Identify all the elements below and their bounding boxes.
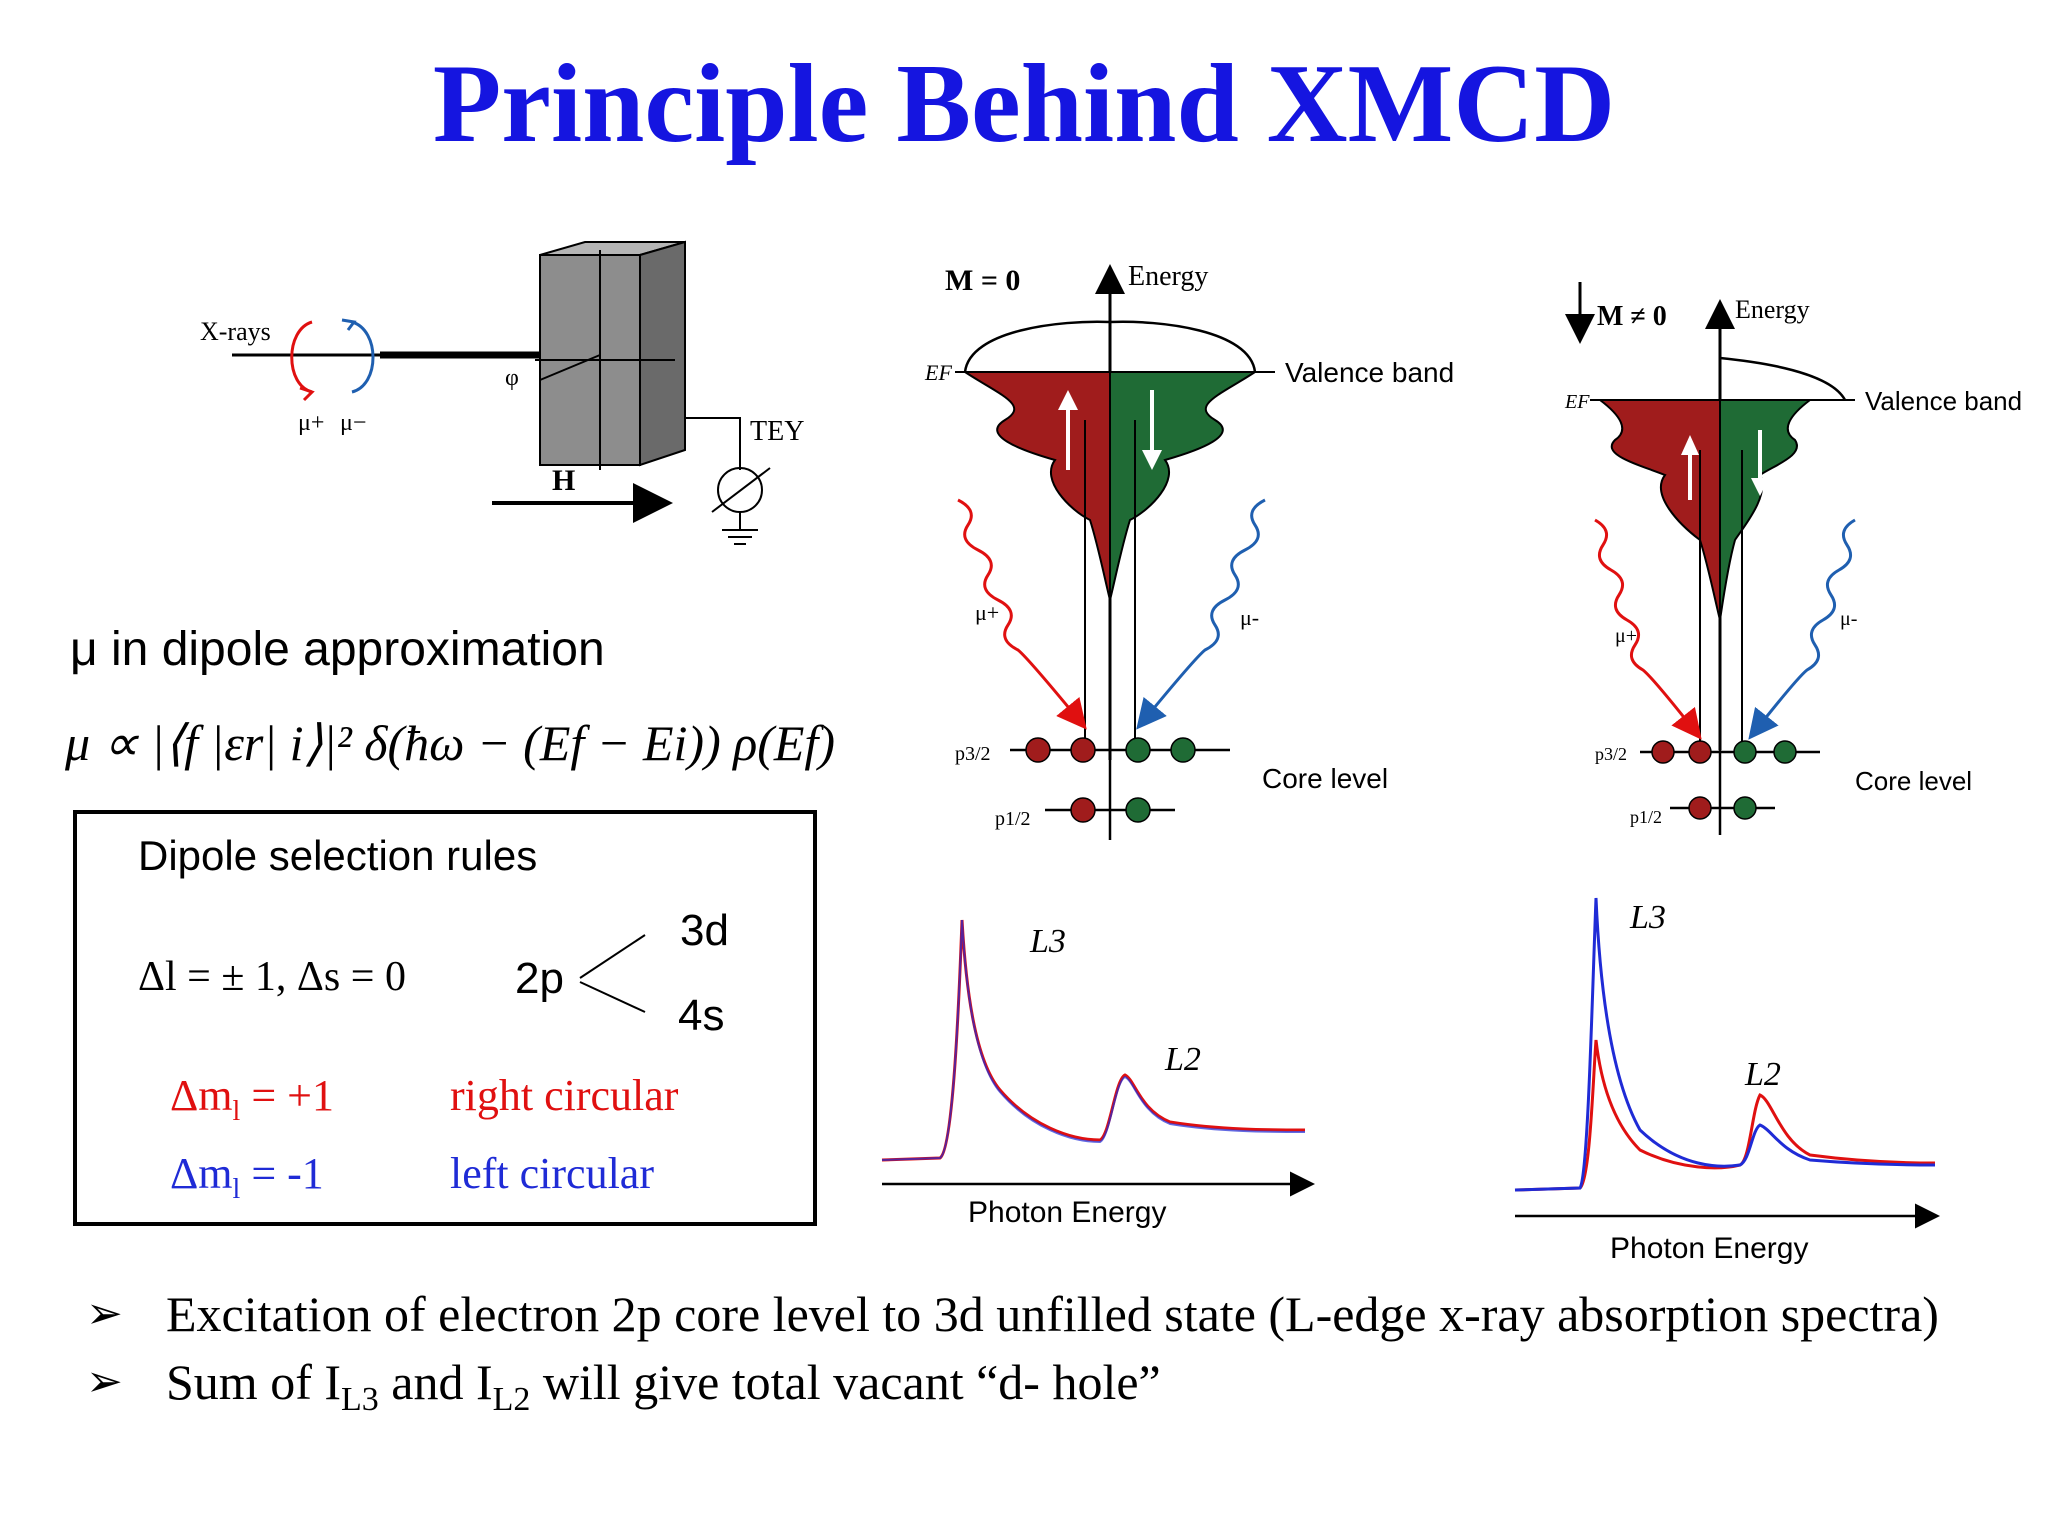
spin-down-arrow-icon xyxy=(1142,450,1162,470)
spectrum-right-lcp xyxy=(1514,897,1936,1192)
spin-up-arrow-icon-right xyxy=(1681,435,1699,455)
p32-label-right: p3/2 xyxy=(1595,744,1627,764)
spectrum-left: L3 L2 Photon Energy xyxy=(881,919,1315,1229)
spectrum-right: L3 L2 Photon Energy xyxy=(1514,897,1940,1265)
spin-down-arrow-icon-right xyxy=(1751,478,1769,496)
photon-mu-plus: μ+ xyxy=(975,600,999,625)
m-zero-label: M = 0 xyxy=(945,264,1020,297)
field-label: H xyxy=(552,464,575,497)
rules-4s: 4s xyxy=(678,991,724,1040)
spin-up-dos-right xyxy=(1597,399,1721,621)
page-title: Principle Behind XMCD xyxy=(432,42,1616,166)
tey-label: TEY xyxy=(750,416,804,447)
p12-label-right: p1/2 xyxy=(1630,807,1662,827)
energy-label: Energy xyxy=(1128,261,1208,292)
valence-label-right: Valence band xyxy=(1865,386,2022,416)
bullet-text-1: Excitation of electron 2p core level to … xyxy=(166,1286,1939,1342)
fermi-label-right: EF xyxy=(1564,391,1590,413)
setup-diagram: X-rays μ+ μ− φ TEY H xyxy=(200,240,804,545)
rcp-photon-icon-right xyxy=(1594,518,1702,740)
spectrum-left-lcp xyxy=(881,919,1306,1161)
phi-label: φ xyxy=(505,365,519,391)
rules-2p: 2p xyxy=(515,954,564,1003)
selection-rules-box: Dipole selection rules Δl = ± 1, Δs = 0 … xyxy=(73,810,817,1226)
p32-label: p3/2 xyxy=(955,743,991,765)
mu-minus-label: μ− xyxy=(340,410,366,436)
dipole-heading: μ in dipole approximation xyxy=(70,623,605,676)
spectrum-left-xlabel: Photon Energy xyxy=(968,1196,1166,1229)
rcp-loop-icon xyxy=(290,320,313,394)
rules-heading: Dipole selection rules xyxy=(138,832,537,879)
spectrum-left-l2: L2 xyxy=(1164,1041,1201,1078)
band-diagram-right: M ≠ 0 Energy EF Valence band μ+ μ- p3/2 … xyxy=(1564,282,2022,835)
rule-lcp-lhs: Δml = -1 xyxy=(170,1149,324,1205)
fermi-label: EF xyxy=(924,360,952,385)
dipole-formula: μ ∝ |⟨f |εr| i⟩|² δ(ħω − (Ef − Ei)) ρ(Ef… xyxy=(64,715,835,771)
bullet-text-2: Sum of IL3 and IL2 will give total vacan… xyxy=(166,1354,1161,1418)
photon-mu-plus-right: μ+ xyxy=(1615,625,1637,647)
bullet-item: ➢ Excitation of electron 2p core level t… xyxy=(80,1280,1980,1348)
rules-3d: 3d xyxy=(680,906,729,955)
spectrum-right-l3: L3 xyxy=(1629,899,1666,936)
energy-label-right: Energy xyxy=(1735,295,1810,324)
m-nonzero-label: M ≠ 0 xyxy=(1597,301,1667,332)
rule-rcp-label: right circular xyxy=(450,1071,679,1120)
valence-label: Valence band xyxy=(1285,357,1454,388)
spin-up-dos xyxy=(961,371,1111,601)
bullet-list: ➢ Excitation of electron 2p core level t… xyxy=(80,1280,1980,1434)
spectrum-right-xlabel: Photon Energy xyxy=(1610,1232,1808,1265)
core-level-label-right: Core level xyxy=(1855,766,1972,796)
rcp-photon-icon xyxy=(957,498,1087,730)
bullet-arrow-icon: ➢ xyxy=(86,1357,123,1406)
band-diagram-left: M = 0 Energy EF Valence band μ+ μ- p3/2 xyxy=(924,261,1454,840)
rule-rcp-lhs: Δml = +1 xyxy=(170,1071,334,1127)
spectrum-right-l2: L2 xyxy=(1744,1056,1781,1093)
photon-mu-minus-right: μ- xyxy=(1840,608,1857,630)
photon-mu-minus: μ- xyxy=(1240,605,1259,630)
rules-delta: Δl = ± 1, Δs = 0 xyxy=(138,954,406,1000)
lcp-loop-icon xyxy=(351,320,375,394)
spin-down-dos-right xyxy=(1719,399,1813,621)
mu-plus-label: μ+ xyxy=(298,410,324,436)
spin-up-arrow-icon xyxy=(1058,390,1078,410)
rule-lcp-label: left circular xyxy=(450,1149,654,1198)
spin-down-dos xyxy=(1109,371,1259,601)
bullet-arrow-icon: ➢ xyxy=(86,1289,123,1338)
spectrum-left-l3: L3 xyxy=(1029,923,1066,960)
spectrum-left-rcp xyxy=(881,919,1306,1162)
lcp-photon-icon xyxy=(1136,498,1266,730)
p12-label: p1/2 xyxy=(995,808,1031,830)
core-level-label: Core level xyxy=(1262,763,1388,794)
lcp-photon-icon-right xyxy=(1748,518,1856,740)
xrays-label: X-rays xyxy=(200,317,271,346)
bullet-item: ➢ Sum of IL3 and IL2 will give total vac… xyxy=(80,1348,1980,1434)
